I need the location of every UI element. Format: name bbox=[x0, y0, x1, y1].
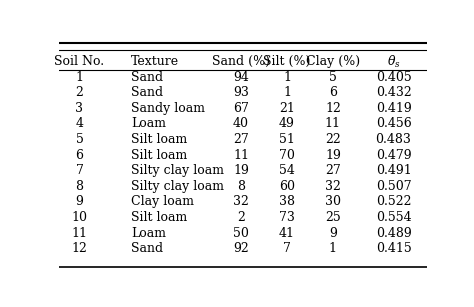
Text: 7: 7 bbox=[75, 164, 83, 177]
Text: Clay (%): Clay (%) bbox=[306, 55, 360, 68]
Text: Sand: Sand bbox=[131, 86, 163, 99]
Text: Texture: Texture bbox=[131, 55, 179, 68]
Text: 22: 22 bbox=[325, 133, 341, 146]
Text: 0.432: 0.432 bbox=[376, 86, 411, 99]
Text: Silt (%): Silt (%) bbox=[264, 55, 310, 68]
Text: 0.522: 0.522 bbox=[376, 195, 411, 208]
Text: 8: 8 bbox=[75, 180, 83, 193]
Text: 30: 30 bbox=[325, 195, 341, 208]
Text: 0.415: 0.415 bbox=[376, 242, 411, 255]
Text: 0.554: 0.554 bbox=[376, 211, 411, 224]
Text: Clay loam: Clay loam bbox=[131, 195, 194, 208]
Text: 2: 2 bbox=[75, 86, 83, 99]
Text: 54: 54 bbox=[279, 164, 295, 177]
Text: 1: 1 bbox=[329, 242, 337, 255]
Text: 8: 8 bbox=[237, 180, 245, 193]
Text: 0.483: 0.483 bbox=[375, 133, 411, 146]
Text: 0.489: 0.489 bbox=[376, 227, 411, 239]
Text: Soil No.: Soil No. bbox=[55, 55, 104, 68]
Text: 50: 50 bbox=[233, 227, 249, 239]
Text: 3: 3 bbox=[75, 102, 83, 115]
Text: 6: 6 bbox=[75, 149, 83, 161]
Text: 1: 1 bbox=[75, 71, 83, 84]
Text: 11: 11 bbox=[325, 117, 341, 130]
Text: 7: 7 bbox=[283, 242, 291, 255]
Text: 40: 40 bbox=[233, 117, 249, 130]
Text: 4: 4 bbox=[75, 117, 83, 130]
Text: Sand (%): Sand (%) bbox=[212, 55, 270, 68]
Text: 0.491: 0.491 bbox=[376, 164, 411, 177]
Text: 1: 1 bbox=[283, 86, 291, 99]
Text: Sandy loam: Sandy loam bbox=[131, 102, 205, 115]
Text: 12: 12 bbox=[325, 102, 341, 115]
Text: 32: 32 bbox=[233, 195, 249, 208]
Text: Loam: Loam bbox=[131, 117, 166, 130]
Text: 2: 2 bbox=[237, 211, 245, 224]
Text: 27: 27 bbox=[233, 133, 249, 146]
Text: 92: 92 bbox=[233, 242, 249, 255]
Text: 0.479: 0.479 bbox=[376, 149, 411, 161]
Text: 67: 67 bbox=[233, 102, 249, 115]
Text: 10: 10 bbox=[72, 211, 88, 224]
Text: 93: 93 bbox=[233, 86, 249, 99]
Text: 21: 21 bbox=[279, 102, 295, 115]
Text: 1: 1 bbox=[283, 71, 291, 84]
Text: 60: 60 bbox=[279, 180, 295, 193]
Text: 70: 70 bbox=[279, 149, 295, 161]
Text: 0.456: 0.456 bbox=[376, 117, 411, 130]
Text: 32: 32 bbox=[325, 180, 341, 193]
Text: Silt loam: Silt loam bbox=[131, 133, 187, 146]
Text: 27: 27 bbox=[325, 164, 341, 177]
Text: 49: 49 bbox=[279, 117, 295, 130]
Text: Sand: Sand bbox=[131, 242, 163, 255]
Text: Silty clay loam: Silty clay loam bbox=[131, 164, 224, 177]
Text: 6: 6 bbox=[329, 86, 337, 99]
Text: 12: 12 bbox=[72, 242, 87, 255]
Text: Sand: Sand bbox=[131, 71, 163, 84]
Text: 5: 5 bbox=[329, 71, 337, 84]
Text: 9: 9 bbox=[75, 195, 83, 208]
Text: 19: 19 bbox=[325, 149, 341, 161]
Text: 25: 25 bbox=[325, 211, 341, 224]
Text: 11: 11 bbox=[72, 227, 88, 239]
Text: 11: 11 bbox=[233, 149, 249, 161]
Text: 41: 41 bbox=[279, 227, 295, 239]
Text: Loam: Loam bbox=[131, 227, 166, 239]
Text: 19: 19 bbox=[233, 164, 249, 177]
Text: 5: 5 bbox=[75, 133, 83, 146]
Text: $\theta_s$: $\theta_s$ bbox=[387, 54, 401, 70]
Text: 94: 94 bbox=[233, 71, 249, 84]
Text: 0.405: 0.405 bbox=[376, 71, 411, 84]
Text: 0.507: 0.507 bbox=[376, 180, 411, 193]
Text: 51: 51 bbox=[279, 133, 295, 146]
Text: Silt loam: Silt loam bbox=[131, 211, 187, 224]
Text: 9: 9 bbox=[329, 227, 337, 239]
Text: 73: 73 bbox=[279, 211, 295, 224]
Text: 0.419: 0.419 bbox=[376, 102, 411, 115]
Text: Silt loam: Silt loam bbox=[131, 149, 187, 161]
Text: Silty clay loam: Silty clay loam bbox=[131, 180, 224, 193]
Text: 38: 38 bbox=[279, 195, 295, 208]
